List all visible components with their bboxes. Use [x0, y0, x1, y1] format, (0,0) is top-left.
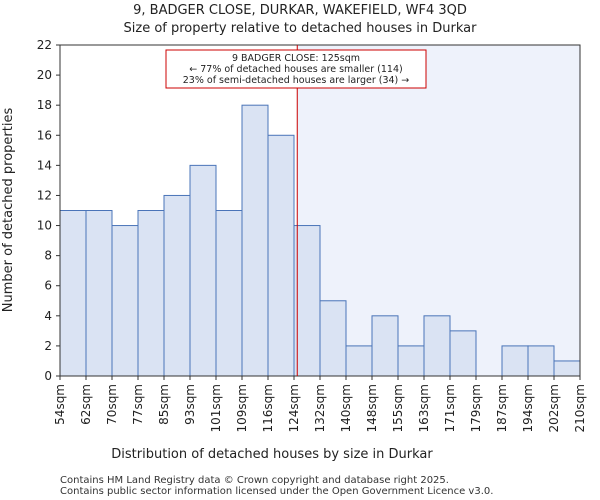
x-tick-label: 70sqm: [105, 384, 119, 425]
plot-area: 0 2 4 6 8 10 12 14 16 18 20 22 54sqm 62sqm 70sqm 77sqm 8…: [37, 38, 587, 432]
bar: [137, 210, 165, 377]
bar: [371, 315, 399, 377]
x-tick-label: 179sqm: [469, 384, 483, 432]
y-tick-label: 2: [44, 339, 52, 353]
x-axis-label: Distribution of detached houses by size …: [111, 447, 433, 462]
y-tick-label: 6: [44, 279, 52, 293]
y-tick-label: 14: [37, 158, 52, 172]
footer-line-2: Contains public sector information licen…: [60, 486, 493, 497]
marker-annotation: 9 BADGER CLOSE: 125sqm ← 77% of detached…: [165, 49, 427, 89]
x-tick-label: 148sqm: [365, 384, 379, 432]
bar: [553, 360, 581, 377]
y-tick-label: 22: [37, 38, 52, 52]
y-tick-label: 12: [37, 188, 52, 202]
y-tick-label: 4: [44, 309, 52, 323]
y-axis-label: Number of detached properties: [1, 108, 16, 313]
y-tick-label: 0: [44, 369, 52, 383]
x-tick-label: 187sqm: [495, 384, 509, 432]
x-tick-label: 194sqm: [521, 384, 535, 432]
y-tick-label: 8: [44, 249, 52, 263]
annotation-line-1: 9 BADGER CLOSE: 125sqm: [232, 53, 360, 64]
y-tick-label: 16: [37, 128, 52, 142]
bar: [215, 210, 243, 377]
bar: [293, 225, 321, 377]
bar: [163, 194, 191, 377]
y-tick-label: 18: [37, 98, 52, 112]
x-tick-label: 140sqm: [339, 384, 353, 432]
x-tick-label: 202sqm: [547, 384, 561, 432]
x-tick-label: 171sqm: [443, 384, 457, 432]
x-tick-label: 101sqm: [209, 384, 223, 432]
x-tick-label: 155sqm: [391, 384, 405, 432]
bar: [527, 345, 555, 377]
bar: [423, 315, 451, 377]
bar: [85, 210, 113, 377]
footer-line-1: Contains HM Land Registry data © Crown c…: [60, 475, 449, 486]
x-tick-label: 116sqm: [261, 384, 275, 432]
chart-title: 9, BADGER CLOSE, DURKAR, WAKEFIELD, WF4 …: [133, 3, 467, 18]
x-tick-label: 62sqm: [79, 384, 93, 425]
y-tick-label: 10: [37, 219, 52, 233]
bar: [59, 210, 87, 377]
bar: [267, 134, 295, 377]
bar: [501, 345, 529, 377]
annotation-line-2: ← 77% of detached houses are smaller (11…: [189, 64, 402, 75]
x-tick-label: 54sqm: [53, 384, 67, 425]
x-tick-label: 132sqm: [313, 384, 327, 432]
y-tick-label: 20: [37, 68, 52, 82]
x-tick-label: 77sqm: [131, 384, 145, 425]
annotation-box: [165, 49, 427, 89]
bar: [345, 345, 373, 377]
x-tick-label: 93sqm: [183, 384, 197, 425]
bar: [397, 345, 425, 377]
x-tick-label: 109sqm: [235, 384, 249, 432]
bar: [189, 164, 217, 377]
bar: [449, 330, 477, 377]
chart-subtitle: Size of property relative to detached ho…: [124, 21, 478, 36]
bar: [241, 104, 269, 377]
bar: [319, 300, 347, 377]
x-tick-label: 163sqm: [417, 384, 431, 432]
annotation-line-3: 23% of semi-detached houses are larger (…: [183, 75, 410, 86]
x-tick-label: 85sqm: [157, 384, 171, 425]
x-tick-label: 124sqm: [287, 384, 301, 432]
x-tick-label: 210sqm: [573, 384, 587, 432]
bar: [111, 225, 139, 377]
